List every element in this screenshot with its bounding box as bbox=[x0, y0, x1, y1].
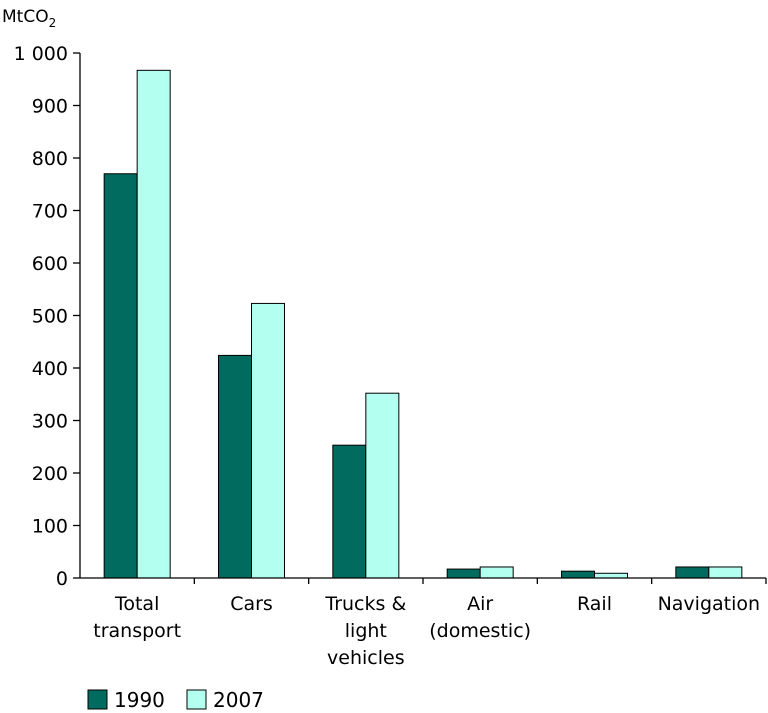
legend-label-2007: 2007 bbox=[213, 688, 264, 712]
y-tick-label: 900 bbox=[32, 96, 68, 118]
x-axis-labels: Total transport Cars Trucks & light vehicles A… bbox=[93, 593, 760, 669]
bar-2007-4 bbox=[594, 572, 628, 579]
y-tick-label: 500 bbox=[32, 306, 68, 328]
x-category-label: Trucks & light vehicles bbox=[324, 593, 406, 669]
y-tick-label: 1 000 bbox=[14, 43, 68, 65]
y-tick-label: 0 bbox=[56, 568, 68, 590]
y-tick-label: 700 bbox=[32, 201, 68, 223]
bar-1990-2 bbox=[332, 444, 367, 579]
y-axis-unit-label: MtCO2 bbox=[2, 7, 56, 30]
bar-2007-3 bbox=[479, 566, 514, 579]
x-category-label-line: Navigation bbox=[658, 593, 760, 615]
y-tick-label: 400 bbox=[32, 358, 68, 380]
y-tick-label: 300 bbox=[32, 411, 68, 433]
x-category-label-line: Total bbox=[114, 593, 159, 615]
bar-1990-1 bbox=[218, 354, 252, 579]
x-category-label-line: Trucks & bbox=[324, 593, 406, 615]
y-tick-label: 600 bbox=[32, 253, 68, 275]
bar-1990-5 bbox=[675, 566, 710, 579]
bar-1990-4 bbox=[561, 570, 595, 579]
x-category-label: Cars bbox=[230, 593, 273, 615]
y-tick-label: 100 bbox=[32, 516, 68, 538]
x-category-label-line: vehicles bbox=[327, 647, 405, 669]
bar-2007-2 bbox=[365, 392, 400, 579]
bar-2007-1 bbox=[251, 302, 285, 579]
x-category-label-line: Cars bbox=[230, 593, 273, 615]
x-category-label-line: Air bbox=[467, 593, 493, 615]
axes bbox=[79, 53, 767, 584]
legend-swatch-2007 bbox=[186, 689, 207, 710]
legend: 1990 2007 bbox=[87, 688, 264, 712]
bar-1990-0 bbox=[103, 173, 138, 579]
x-category-label-line: Rail bbox=[577, 593, 612, 615]
x-category-label: Air (domestic) bbox=[429, 593, 531, 642]
x-category-label-line: light bbox=[345, 620, 387, 642]
bar-1990-3 bbox=[446, 568, 481, 579]
y-axis-unit-subscript: 2 bbox=[49, 16, 57, 30]
x-category-label: Navigation bbox=[658, 593, 760, 615]
x-category-label: Rail bbox=[577, 593, 612, 615]
y-tick-label: 800 bbox=[32, 148, 68, 170]
x-category-label: Total transport bbox=[93, 593, 181, 642]
legend-swatch-1990 bbox=[87, 689, 108, 710]
x-category-label-line: transport bbox=[93, 620, 181, 642]
bars bbox=[103, 69, 743, 579]
legend-label-1990: 1990 bbox=[114, 688, 165, 712]
y-tick-label: 200 bbox=[32, 463, 68, 485]
bar-2007-0 bbox=[136, 69, 171, 579]
y-axis-ticks: 0 100 200 300 400 500 600 700 800 900 1 000 bbox=[14, 43, 80, 590]
bar-2007-5 bbox=[708, 566, 743, 579]
x-category-label-line: (domestic) bbox=[429, 620, 531, 642]
